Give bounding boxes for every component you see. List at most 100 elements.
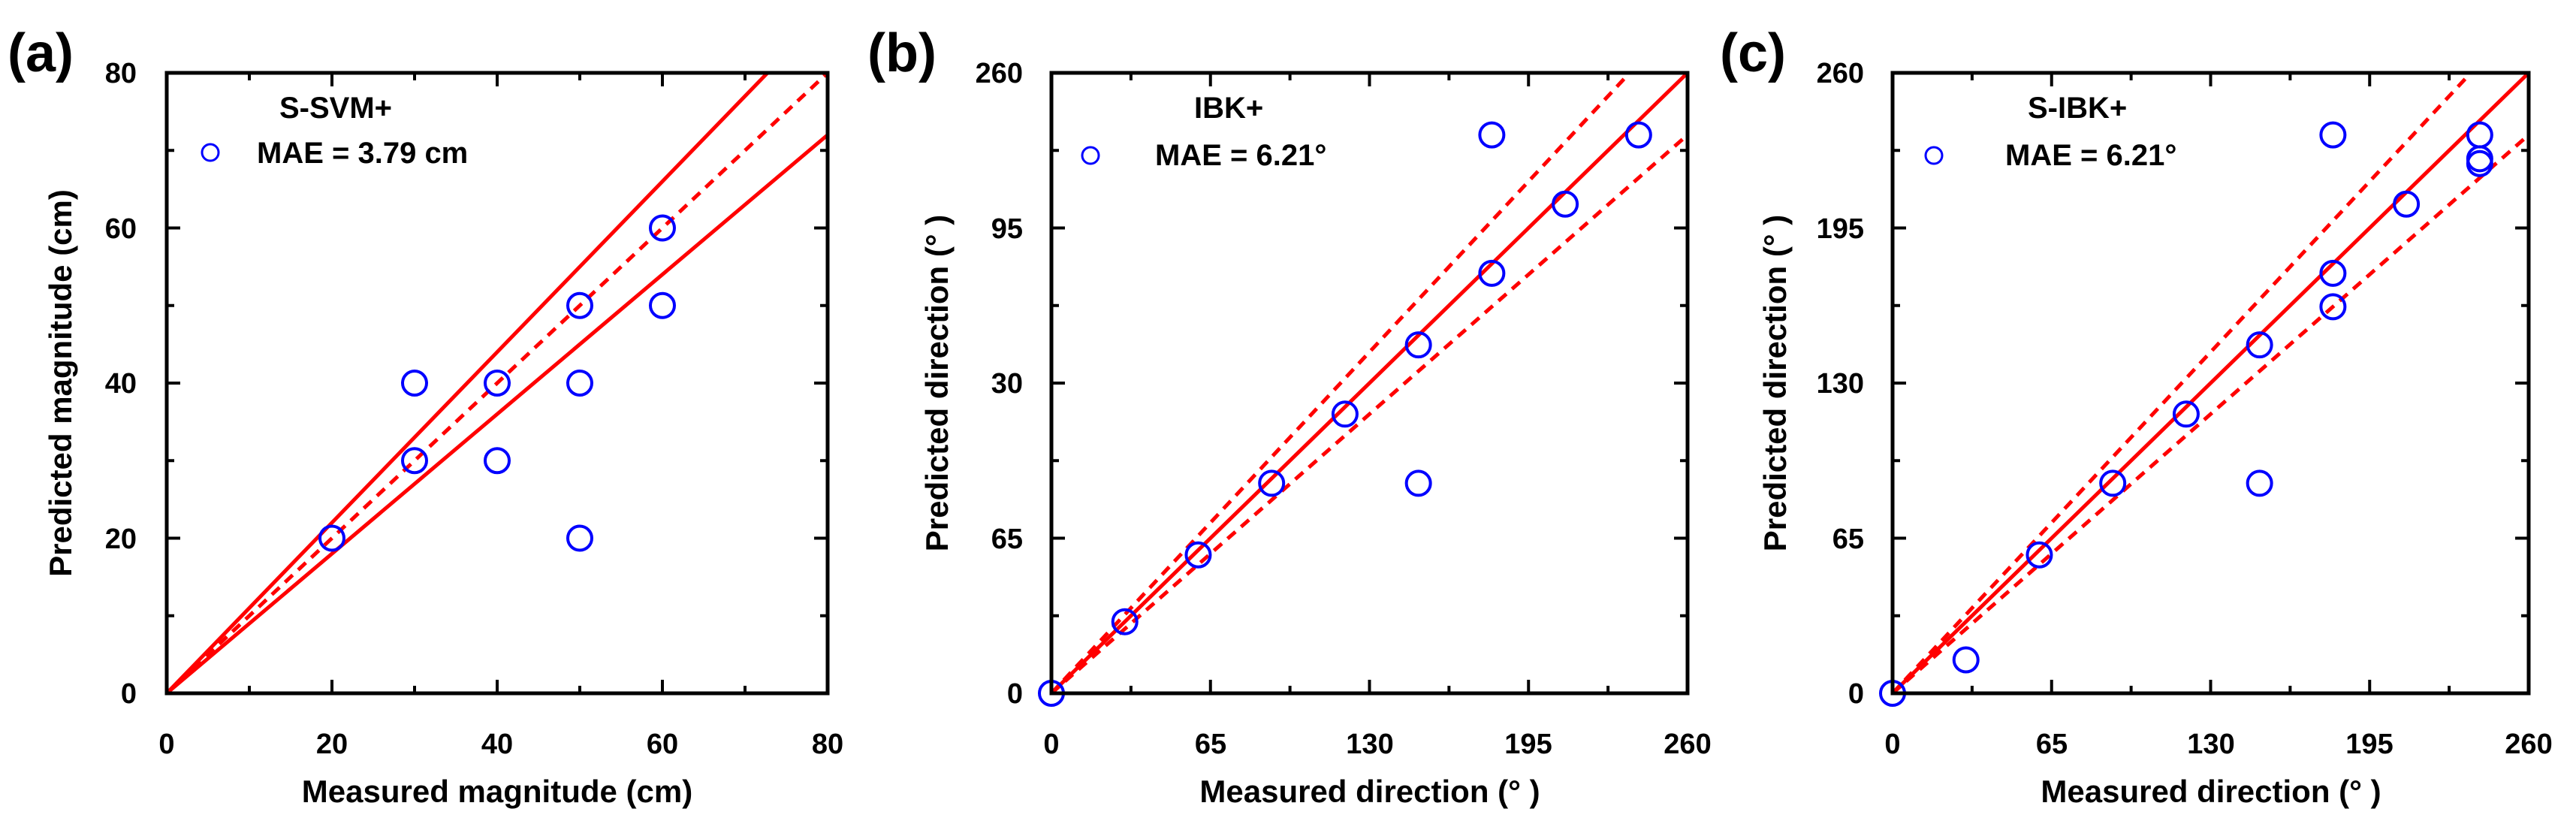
reference-line-dashed: [1050, 133, 1689, 695]
x-tick-labels: 0 65 130 195 260: [1043, 729, 1711, 760]
reference-line-solid: [1050, 71, 1689, 695]
data-point: [1404, 469, 1432, 497]
y-tick-labels: 0 65 30 95 260: [976, 58, 1023, 710]
axis-ticks: [165, 71, 829, 695]
data-point: [401, 370, 428, 397]
x-tick-label: 20: [316, 729, 348, 760]
y-axis-label: Predicted magnitude (cm): [43, 189, 78, 577]
x-tick-label: 260: [1664, 729, 1711, 760]
data-point: [1552, 190, 1579, 218]
data-point: [484, 447, 511, 475]
x-tick-label: 65: [2036, 729, 2068, 760]
data-point: [649, 214, 676, 242]
y-tick-label: 40: [105, 368, 137, 400]
data-point: [2099, 469, 2127, 497]
x-tick-label: 80: [812, 729, 843, 760]
data-point: [2319, 259, 2347, 287]
x-tick-label: 40: [481, 729, 513, 760]
panel-letter: (a): [8, 23, 74, 83]
plot-area: S-SVM+ MAE = 3.79 cm: [164, 71, 830, 696]
data-point: [484, 370, 511, 397]
legend-marker: [201, 143, 220, 162]
y-axis-label: Predicted direction (° ): [919, 215, 955, 552]
data-point: [566, 524, 593, 552]
reference-line-solid: [1891, 71, 2530, 695]
data-point: [2246, 331, 2273, 359]
y-tick-label: 30: [991, 368, 1023, 400]
x-axis-label: Measured direction (° ): [2041, 774, 2381, 809]
data-point: [1404, 331, 1432, 359]
data-point: [1952, 646, 1980, 674]
reference-line-dashed: [165, 71, 829, 695]
reference-line-dashed: [1891, 133, 2530, 695]
y-tick-label: 20: [105, 524, 137, 555]
y-tick-labels: 0 65 130 195 260: [1817, 58, 1864, 710]
panel-letter: (c): [1720, 23, 1786, 83]
y-tick-label: 130: [1817, 368, 1864, 400]
data-point: [1478, 121, 1506, 149]
data-point: [1111, 608, 1139, 635]
x-tick-label: 65: [1195, 729, 1226, 760]
data-point: [1184, 541, 1212, 569]
x-tick-labels: 0 20 40 60 80: [158, 729, 843, 760]
data-points: [1038, 121, 1652, 707]
panel-c: (c) S-IBK+ MAE = 6.21° 0 65 130 195 260 …: [1720, 23, 2553, 809]
legend-marker: [1081, 146, 1100, 165]
x-tick-label: 130: [2187, 729, 2234, 760]
data-points: [1879, 121, 2493, 707]
x-tick-label: 0: [1043, 729, 1059, 760]
axis-ticks: [1891, 71, 2530, 695]
data-point: [2393, 190, 2421, 218]
y-tick-label: 65: [991, 524, 1023, 555]
legend-marker: [1924, 146, 1944, 165]
x-tick-label: 130: [1346, 729, 1393, 760]
data-point: [2172, 400, 2200, 428]
data-point: [1331, 400, 1359, 428]
reference-lines: [1050, 71, 1689, 695]
legend-title: IBK+: [1194, 92, 1263, 125]
data-point: [566, 291, 593, 319]
panel-b: (b) IBK+ MAE = 6.21° 0 65 130 195 260 0 …: [867, 23, 1712, 809]
y-tick-label: 260: [1817, 58, 1864, 89]
x-tick-labels: 0 65 130 195 260: [1884, 729, 2552, 760]
y-tick-label: 260: [976, 58, 1023, 89]
y-tick-label: 0: [1007, 678, 1023, 710]
x-tick-label: 0: [1884, 729, 1900, 760]
data-point: [2319, 293, 2347, 321]
reference-lines: [1891, 71, 2530, 695]
plot-area: S-IBK+ MAE = 6.21°: [1879, 71, 2531, 707]
data-points: [318, 214, 676, 552]
y-tick-label: 65: [1832, 524, 1864, 555]
data-point: [649, 291, 676, 319]
data-point: [2466, 149, 2493, 177]
y-tick-label: 195: [1817, 213, 1864, 245]
legend-title: S-SVM+: [279, 92, 392, 125]
y-tick-label: 0: [1848, 678, 1864, 710]
data-point: [2466, 121, 2493, 149]
data-point: [318, 524, 345, 552]
reference-line-solid: [165, 71, 769, 695]
x-tick-label: 195: [1504, 729, 1552, 760]
panel-letter: (b): [867, 23, 937, 83]
reference-lines: [165, 71, 829, 695]
legend-mae: MAE = 3.79 cm: [257, 137, 468, 170]
x-axis-label: Measured direction (° ): [1199, 774, 1540, 809]
data-point: [401, 447, 428, 475]
y-tick-label: 80: [105, 58, 137, 89]
plot-area: IBK+ MAE = 6.21°: [1038, 71, 1690, 707]
y-tick-labels: 0 20 40 60 80: [105, 58, 137, 710]
x-axis-label: Measured magnitude (cm): [302, 774, 692, 809]
legend-mae: MAE = 6.21°: [2005, 139, 2176, 172]
data-point: [2246, 469, 2273, 497]
data-point: [1478, 259, 1506, 287]
data-point: [2026, 541, 2053, 569]
y-tick-label: 95: [991, 213, 1023, 245]
panel-a: (a) S-SVM+ MAE = 3.79 cm 0 20 40 60 80 0…: [8, 23, 843, 809]
y-tick-label: 0: [121, 678, 137, 710]
x-tick-label: 260: [2505, 729, 2552, 760]
x-tick-label: 60: [647, 729, 678, 760]
x-tick-label: 0: [158, 729, 174, 760]
y-tick-label: 60: [105, 213, 137, 245]
x-tick-label: 195: [2345, 729, 2393, 760]
